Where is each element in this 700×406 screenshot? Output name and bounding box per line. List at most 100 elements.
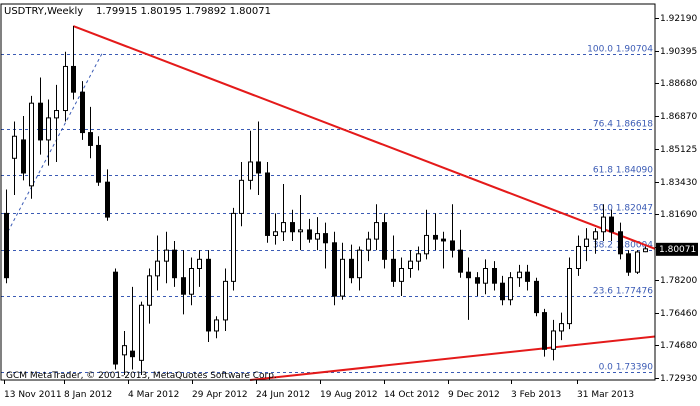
support-trendline [249, 335, 656, 381]
bear-candle-body [492, 268, 497, 284]
bull-candle-body [46, 117, 51, 141]
bear-candle-body [458, 249, 463, 273]
bull-candle-body [483, 268, 488, 284]
bull-candle-body [424, 234, 429, 255]
y-tick-label: 1.72930 [660, 374, 697, 384]
x-tick-label: 19 Aug 2012 [320, 390, 378, 400]
bear-candle-body [534, 280, 539, 314]
time-axis[interactable]: 13 Nov 2011 8 Jan 2012 4 Mar 2012 29 Apr 20… [4, 380, 634, 400]
bull-candle-body [298, 229, 303, 233]
y-tick-label: 1.74680 [660, 341, 697, 351]
bear-candle-body [332, 242, 337, 297]
x-tick-label: 24 Jun 2012 [256, 390, 310, 400]
bear-candle-body [441, 238, 446, 242]
x-tick-label: 14 Oct 2012 [384, 390, 440, 400]
bull-candle-body [248, 161, 253, 181]
bear-candle-body [349, 258, 354, 279]
bear-candle-body [382, 222, 387, 260]
bear-candle-body [475, 277, 480, 284]
bull-candle-body [559, 323, 564, 332]
fibo-level-label: 100.0 1.90704 [587, 45, 653, 55]
bull-candle-body [147, 275, 152, 306]
bear-candle-body [450, 240, 455, 251]
fibo-level-label: 76.4 1.86618 [593, 120, 653, 130]
bull-candle-body [54, 110, 59, 119]
y-tick-label: 1.92190 [660, 14, 697, 24]
bull-candle-body [408, 260, 413, 270]
bear-candle-body [80, 91, 85, 134]
y-tick-label: 1.86870 [660, 112, 697, 122]
bear-candle-body [71, 65, 76, 93]
bull-candle-body [315, 233, 320, 240]
x-tick-label: 29 Apr 2012 [192, 390, 248, 400]
bear-candle-body [307, 229, 312, 240]
bear-candle-body [542, 312, 547, 350]
symbol-title: USDTRY,Weekly [4, 6, 83, 17]
bull-candle-body [584, 238, 589, 247]
bear-candle-body [626, 253, 631, 273]
y-tick-label: 1.83430 [660, 178, 697, 188]
x-tick-label: 13 Nov 2011 [4, 390, 62, 400]
fibo-level-label: 38.2 1.80004 [593, 241, 653, 251]
bear-candle-body [290, 222, 295, 233]
bear-candle-body [88, 132, 93, 146]
bear-candle-body [130, 350, 135, 358]
trendlines[interactable] [72, 25, 656, 381]
y-tick-label: 1.81690 [660, 210, 697, 220]
fibo-level-label: 23.6 1.77476 [593, 287, 653, 297]
bull-candle-body [122, 345, 127, 356]
bull-candle-body [643, 248, 648, 253]
ohlc-readout: 1.79915 1.80195 1.79892 1.80071 [96, 6, 271, 17]
bull-candle-body [281, 222, 286, 233]
bull-candle-body [29, 102, 34, 187]
bull-candle-body [366, 238, 371, 251]
bear-candle-body [323, 233, 328, 244]
bear-candle-body [433, 234, 438, 240]
bull-candle-body [189, 268, 194, 295]
y-tick-label: 1.90395 [660, 47, 697, 57]
current-price-tag [656, 242, 698, 256]
bear-candle-body [618, 231, 623, 255]
current-price-label: 1.80071 [659, 245, 696, 255]
bull-candle-body [155, 260, 160, 277]
bull-candle-body [635, 251, 640, 273]
bull-candle-body [601, 216, 606, 233]
bull-candle-body [567, 268, 572, 325]
bull-candle-body [416, 253, 421, 262]
x-tick-label: 3 Feb 2013 [511, 390, 561, 400]
plot-frame [0, 3, 656, 381]
bull-candle-body [223, 280, 228, 321]
x-tick-label: 31 Mar 2013 [577, 390, 634, 400]
bull-candle-body [139, 304, 144, 361]
bear-candle-body [21, 139, 26, 174]
fibo-level-label: 61.8 1.84090 [593, 166, 653, 176]
candlesticks [4, 26, 648, 376]
bull-candle-body [508, 277, 513, 301]
bull-candle-body [214, 319, 219, 332]
bear-candle-body [466, 271, 471, 279]
bull-candle-body [12, 135, 17, 159]
y-tick-label: 1.85125 [660, 145, 697, 155]
bull-candle-body [576, 245, 581, 270]
bull-candle-body [517, 271, 522, 279]
bear-candle-body [500, 282, 505, 301]
y-tick-label: 1.76460 [660, 309, 697, 319]
copyright-text: GCM MetaTrader, © 2001-2013, MetaQuotes … [6, 371, 277, 381]
bear-candle-body [206, 258, 211, 332]
x-tick-label: 8 Jan 2012 [64, 390, 112, 400]
bear-candle-body [391, 258, 396, 282]
y-tick-label: 1.88680 [660, 79, 697, 89]
bull-candle-body [239, 179, 244, 214]
bear-candle-body [96, 144, 101, 183]
bear-candle-body [105, 181, 110, 218]
bull-candle-body [273, 231, 278, 236]
resistance-trendline [72, 25, 656, 250]
bull-candle-body [399, 268, 404, 282]
bear-candle-body [525, 271, 530, 282]
x-tick-label: 9 Dec 2012 [448, 390, 500, 400]
bear-candle-body [265, 172, 270, 236]
bear-candle-body [113, 271, 118, 365]
bull-candle-body [231, 212, 236, 282]
